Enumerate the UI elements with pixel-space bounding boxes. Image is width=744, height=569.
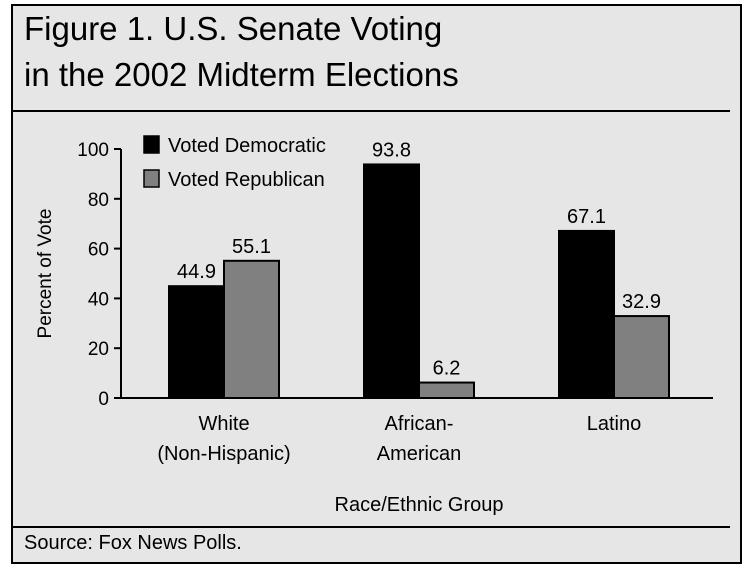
legend-label: Voted Republican — [168, 169, 325, 191]
bar-republican — [223, 259, 280, 399]
source-divider — [11, 526, 730, 528]
x-tick-label: White — [198, 413, 249, 435]
x-tick-label: (Non-Hispanic) — [157, 443, 290, 465]
bar-democratic — [363, 163, 420, 399]
chart-title-line-2: in the 2002 Midterm Elections — [24, 56, 459, 93]
y-tick-label: 0 — [98, 389, 109, 410]
title-divider — [11, 110, 730, 112]
legend-swatch — [143, 135, 160, 154]
data-label: 67.1 — [567, 206, 606, 228]
y-tick-label: 40 — [88, 289, 109, 310]
y-tick-label: 60 — [88, 240, 109, 261]
y-tick-label: 100 — [77, 140, 109, 161]
chart-title: Figure 1. U.S. Senate Voting in the 2002… — [24, 6, 724, 98]
data-label: 55.1 — [232, 236, 271, 258]
legend-label: Voted Democratic — [168, 135, 326, 157]
x-tick-label: American — [377, 443, 461, 465]
chart-title-line-1: Figure 1. U.S. Senate Voting — [24, 10, 443, 47]
x-tick-label: African- — [385, 413, 454, 435]
data-label: 93.8 — [372, 139, 411, 161]
bar-democratic — [558, 229, 615, 399]
bar-republican — [418, 381, 475, 400]
x-axis-label: Race/Ethnic Group — [335, 494, 504, 516]
source-note: Source: Fox News Polls. — [24, 532, 242, 554]
y-tick-label: 20 — [88, 339, 109, 360]
data-label: 44.9 — [177, 261, 216, 283]
data-label: 6.2 — [433, 358, 461, 380]
data-label: 32.9 — [622, 291, 661, 313]
x-tick-label: Latino — [587, 413, 642, 435]
legend-swatch — [143, 169, 160, 188]
y-axis-label: Percent of Vote — [35, 209, 56, 339]
y-tick-label: 80 — [88, 190, 109, 211]
bar-republican — [613, 315, 670, 400]
bar-democratic — [168, 285, 225, 400]
